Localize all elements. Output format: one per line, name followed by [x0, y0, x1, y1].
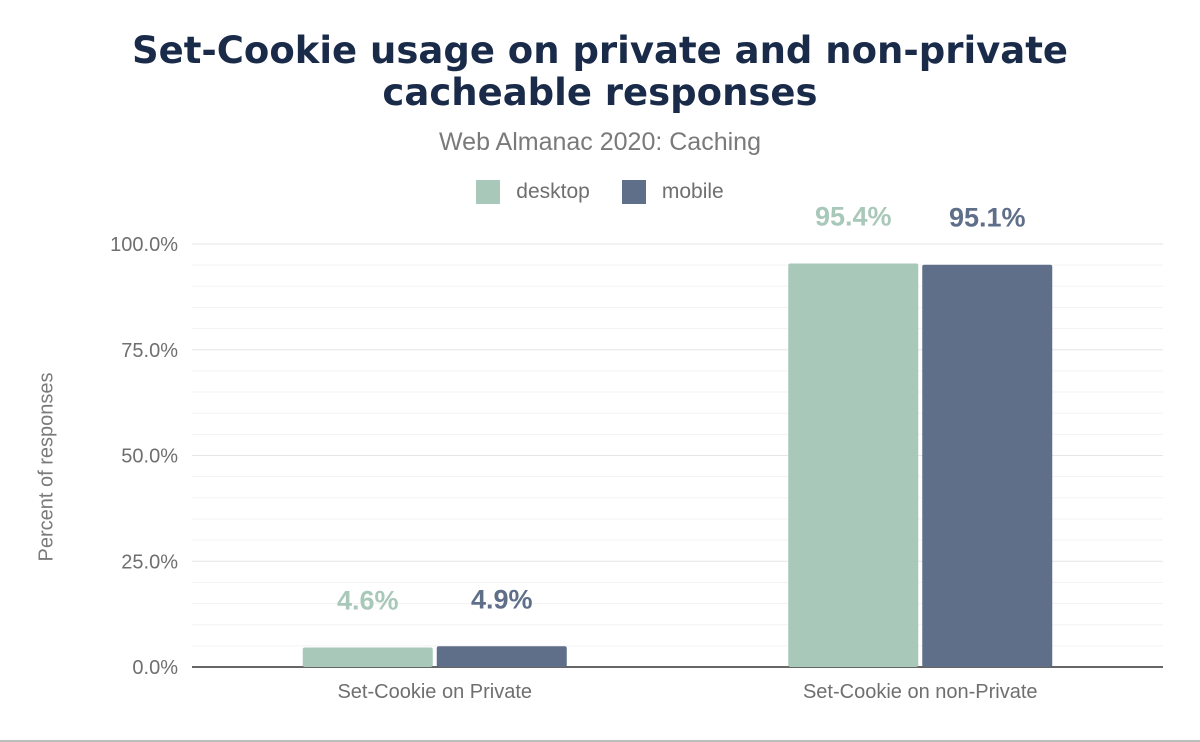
y-tick-label: 50.0%: [121, 446, 178, 468]
bar-desktop: [302, 647, 433, 667]
x-tick-label: Set-Cookie on Private: [337, 681, 532, 703]
legend-label-desktop: desktop: [516, 180, 590, 203]
data-label-mobile: 95.1%: [949, 203, 1026, 233]
y-tick-label: 75.0%: [121, 340, 178, 362]
legend-swatch-desktop: [476, 180, 501, 204]
data-label-desktop: 95.4%: [815, 201, 892, 231]
y-tick-label: 25.0%: [121, 551, 178, 573]
data-label-mobile: 4.9%: [471, 584, 533, 614]
chart-title-line-1: Set-Cookie usage on private and non-priv…: [131, 29, 1069, 72]
chart-subtitle: Web Almanac 2020: Caching: [439, 128, 761, 156]
bottom-divider: [0, 740, 1200, 742]
bar-mobile: [436, 646, 567, 667]
y-tick-label: 100.0%: [110, 234, 178, 256]
chart-title-line-2: cacheable responses: [382, 71, 818, 114]
bar-mobile: [922, 264, 1053, 667]
data-label-desktop: 4.6%: [337, 586, 399, 616]
legend-item-mobile[interactable]: mobile: [621, 180, 724, 204]
legend-label-mobile: mobile: [661, 180, 724, 203]
legend-swatch-mobile: [621, 180, 646, 204]
x-tick-label: Set-Cookie on non-Private: [803, 681, 1038, 703]
chart-title: Set-Cookie usage on private and non-priv…: [0, 30, 1200, 114]
bar-desktop: [788, 263, 919, 667]
chart-legend: desktop mobile: [0, 180, 1200, 204]
legend-item-desktop[interactable]: desktop: [476, 180, 590, 204]
y-tick-label: 0.0%: [132, 657, 178, 679]
